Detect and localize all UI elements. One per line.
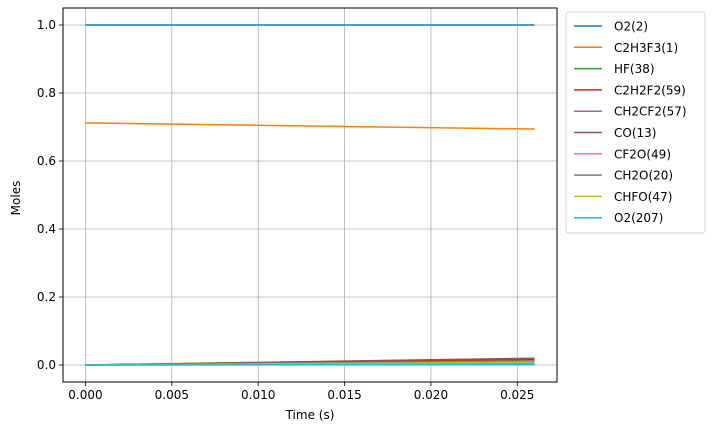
y-axis-ticks: 0.0 0.2 0.4 0.6 0.8 1.0 [37, 18, 63, 372]
legend-box [565, 11, 706, 234]
legend: O2(2) C2H3F3(1) HF(38) C2H2F2(59) CH2CF2(57)… [565, 11, 706, 234]
legend-label: C2H2F2(59) [614, 83, 686, 97]
legend-label: CO(13) [614, 126, 656, 140]
legend-label: HF(38) [614, 62, 655, 76]
grid-lines [63, 8, 557, 382]
x-tick-label: 0.010 [241, 388, 275, 402]
x-tick-label: 0.000 [68, 388, 102, 402]
legend-label: CHFO(47) [614, 190, 672, 204]
y-tick-label: 0.6 [37, 154, 56, 168]
legend-label: C2H3F3(1) [614, 41, 678, 55]
legend-label: O2(2) [614, 20, 648, 34]
x-axis-label: Time (s) [285, 408, 335, 422]
x-tick-label: 0.015 [327, 388, 361, 402]
y-tick-label: 0.4 [37, 222, 56, 236]
y-tick-label: 0.8 [37, 86, 56, 100]
plot-frame [62, 7, 558, 383]
y-tick-label: 0.0 [37, 358, 56, 372]
legend-label: CH2CF2(57) [614, 105, 687, 119]
series-line-c2h3f3-1 [85, 122, 535, 130]
y-tick-label: 1.0 [37, 18, 56, 32]
x-axis-ticks: 0.000 0.005 0.010 0.015 0.020 0.025 [68, 382, 534, 402]
y-axis-label: Moles [9, 181, 23, 216]
legend-label: O2(207) [614, 211, 663, 225]
legend-label: CH2O(20) [614, 169, 673, 183]
x-tick-label: 0.020 [414, 388, 448, 402]
legend-label: CF2O(49) [614, 147, 671, 161]
y-tick-label: 0.2 [37, 290, 56, 304]
series-lines [85, 24, 535, 366]
x-tick-label: 0.025 [500, 388, 534, 402]
x-tick-label: 0.005 [155, 388, 189, 402]
